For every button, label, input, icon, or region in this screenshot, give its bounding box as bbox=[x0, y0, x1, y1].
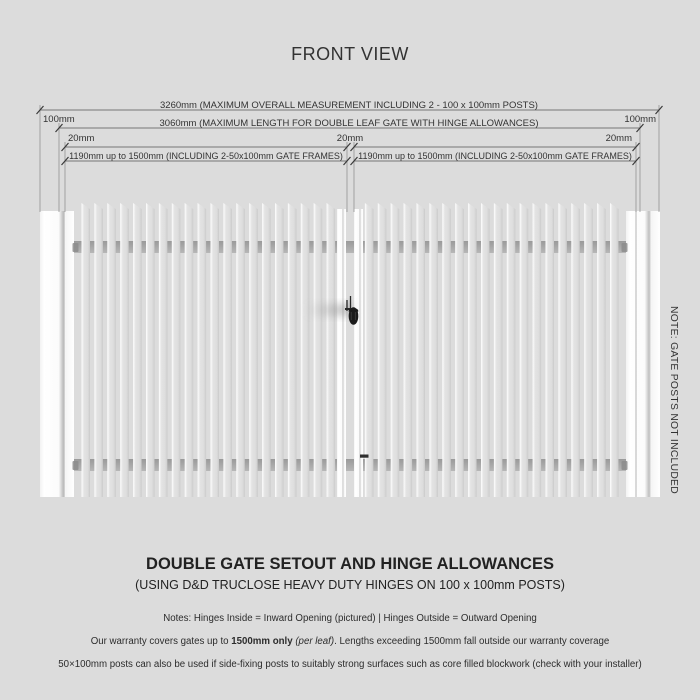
svg-text:1190mm up to 1500mm (INCLUDING: 1190mm up to 1500mm (INCLUDING 2-50x100m… bbox=[69, 151, 343, 161]
svg-text:100mm: 100mm bbox=[624, 114, 656, 125]
svg-text:3060mm (MAXIMUM LENGTH FOR DOU: 3060mm (MAXIMUM LENGTH FOR DOUBLE LEAF G… bbox=[160, 118, 539, 129]
svg-text:20mm: 20mm bbox=[606, 133, 632, 144]
svg-text:100mm: 100mm bbox=[43, 114, 75, 125]
svg-text:3260mm (MAXIMUM OVERALL MEASUR: 3260mm (MAXIMUM OVERALL MEASUREMENT INCL… bbox=[160, 100, 538, 111]
svg-text:20mm: 20mm bbox=[68, 133, 94, 144]
svg-text:1190mm up to 1500mm (INCLUDING: 1190mm up to 1500mm (INCLUDING 2-50x100m… bbox=[358, 151, 632, 161]
svg-text:20mm: 20mm bbox=[337, 133, 363, 144]
